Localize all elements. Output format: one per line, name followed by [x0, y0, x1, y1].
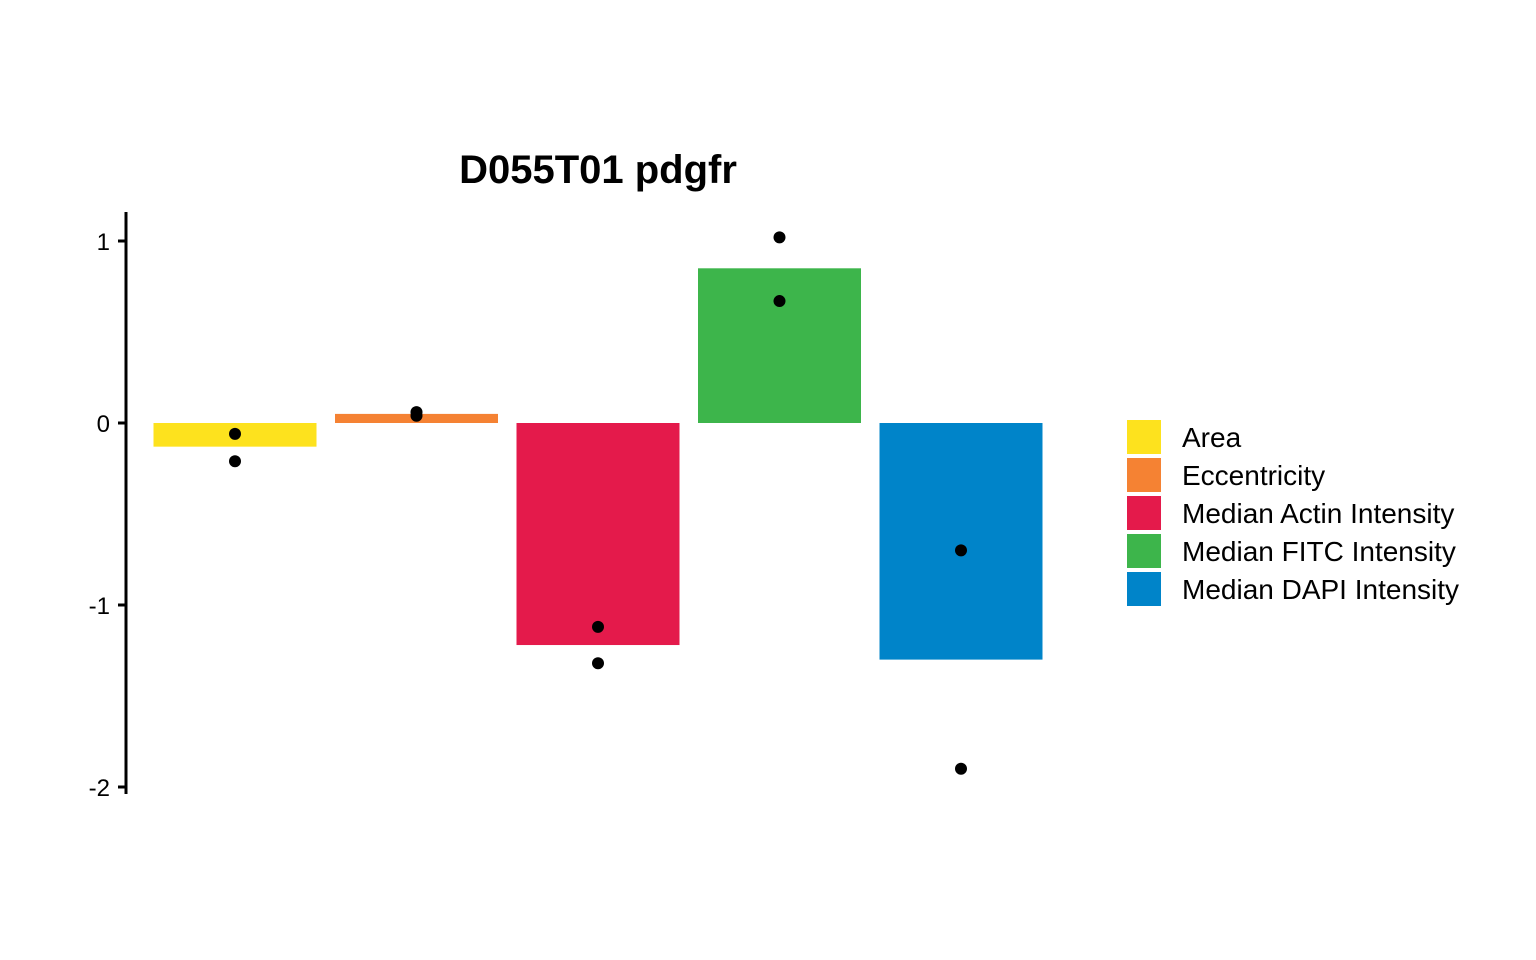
data-point: [773, 231, 786, 244]
data-point: [592, 657, 604, 670]
legend-label: Median DAPI Intensity: [1182, 574, 1459, 605]
y-tick-label: 1: [97, 229, 110, 256]
data-point: [955, 544, 967, 557]
plot-area: 1 0 -1 -2: [89, 212, 1043, 802]
legend: Area Eccentricity Median Actin Intensity Me…: [1127, 420, 1459, 606]
data-point: [229, 427, 241, 440]
chart-title: D055T01 pdgfr: [459, 148, 737, 192]
legend-key: [1127, 420, 1161, 454]
bar: [698, 268, 861, 423]
data-point: [410, 409, 423, 422]
y-tick-label: -2: [89, 775, 110, 802]
data-point: [955, 762, 967, 775]
legend-key: [1127, 534, 1161, 568]
y-tick-label: -1: [89, 593, 110, 620]
data-point: [592, 620, 604, 633]
legend-label: Eccentricity: [1182, 460, 1325, 491]
data-point: [229, 455, 241, 468]
legend-label: Area: [1182, 422, 1242, 453]
bar: [516, 423, 680, 646]
y-tick-label: 0: [97, 411, 110, 438]
legend-label: Median Actin Intensity: [1182, 498, 1454, 529]
bar: [879, 423, 1043, 660]
data-point: [773, 295, 786, 308]
legend-label: Median FITC Intensity: [1182, 536, 1456, 567]
legend-key: [1127, 572, 1161, 606]
legend-key: [1127, 458, 1161, 492]
legend-key: [1127, 496, 1161, 530]
